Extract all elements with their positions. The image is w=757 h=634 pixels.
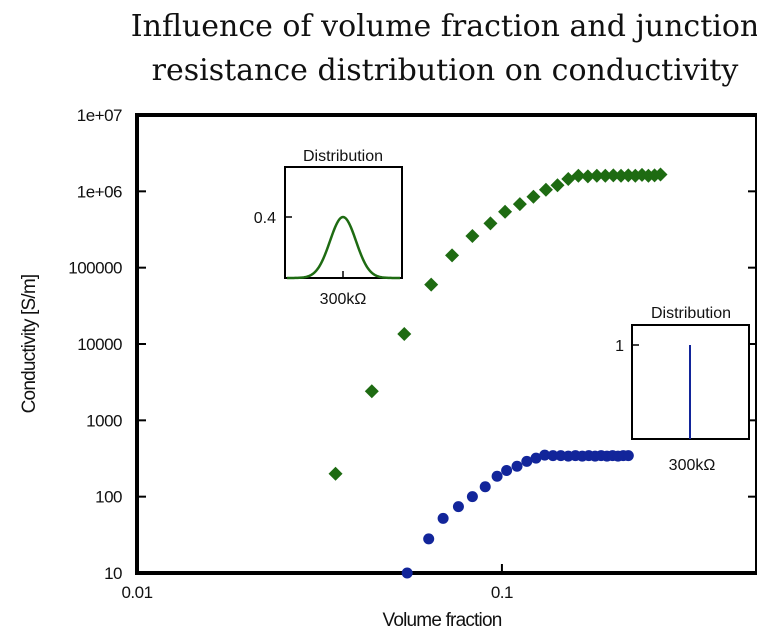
inset-gaussian-frame: [284, 166, 403, 279]
chart-title-line-2: resistance distribution on conductivity: [152, 53, 739, 88]
data-point-circle: [466, 491, 478, 503]
chart-title-line-1: Influence of volume fraction and junctio…: [131, 9, 757, 44]
y-tick-label: 100: [95, 488, 122, 507]
data-point-diamond: [328, 466, 343, 481]
data-point-circle: [622, 450, 634, 462]
inset-delta-xtick-label: 300kΩ: [669, 457, 716, 474]
data-point-circle: [521, 455, 533, 467]
data-point-diamond: [571, 168, 586, 183]
x-tick-label: 0.1: [491, 583, 513, 602]
data-point-circle: [511, 460, 523, 472]
data-point-circle: [539, 449, 551, 461]
data-point-circle: [437, 512, 449, 524]
data-point-diamond: [512, 197, 527, 212]
data-point-diamond: [465, 228, 480, 243]
series-layer: [328, 167, 668, 579]
inset-gaussian-title: Distribution: [303, 148, 383, 165]
data-point-diamond: [498, 204, 513, 219]
y-tick-label: 10: [104, 564, 122, 583]
data-point-diamond: [445, 248, 460, 263]
inset-gaussian-ytick-label: 0.4: [254, 210, 276, 227]
x-tick-label: 0.01: [121, 583, 152, 602]
data-point-diamond: [424, 277, 439, 292]
y-tick-label: 1e+06: [77, 182, 122, 201]
y-axis-ticks: 10 100 1000 10000 100000 1e+06 1e+07: [68, 106, 757, 583]
data-point-circle: [491, 470, 503, 482]
data-point-circle: [530, 452, 542, 464]
data-point-diamond: [653, 167, 668, 182]
series-circle-group: [401, 449, 634, 579]
data-point-diamond: [550, 178, 565, 193]
data-point-diamond: [538, 182, 553, 197]
data-point-diamond: [364, 384, 379, 399]
y-tick-label: 1000: [86, 411, 122, 430]
inset-gaussian-curve: [287, 215, 401, 280]
data-point-circle: [401, 567, 413, 579]
inset-delta: Distribution 1 300kΩ: [615, 305, 750, 474]
y-tick-label: 10000: [77, 335, 122, 354]
data-point-diamond: [580, 169, 595, 184]
inset-delta-title: Distribution: [651, 305, 731, 322]
series-diamond-group: [328, 167, 668, 481]
data-point-diamond: [606, 168, 621, 183]
data-point-circle: [452, 501, 464, 513]
inset-delta-ytick-label: 1: [615, 338, 624, 355]
data-point-circle: [501, 465, 513, 477]
data-point-circle: [479, 481, 491, 493]
y-tick-label: 1e+07: [77, 106, 122, 125]
x-axis-ticks: 0.01 0.1: [121, 564, 514, 602]
y-tick-label: 100000: [68, 259, 122, 278]
data-point-diamond: [397, 327, 412, 342]
data-point-diamond: [526, 189, 541, 204]
x-axis-label: Volume fraction: [383, 610, 502, 631]
y-axis-label: Conductivity [S/m]: [19, 275, 40, 414]
data-point-circle: [547, 450, 559, 462]
inset-gaussian-xtick-label: 300kΩ: [320, 291, 367, 308]
inset-gaussian: Distribution 0.4 300kΩ: [254, 148, 403, 308]
data-point-diamond: [589, 168, 604, 183]
data-point-diamond: [483, 216, 498, 231]
data-point-diamond: [598, 168, 613, 183]
data-point-circle: [423, 533, 435, 545]
chart-title: Influence of volume fraction and junctio…: [131, 9, 757, 88]
